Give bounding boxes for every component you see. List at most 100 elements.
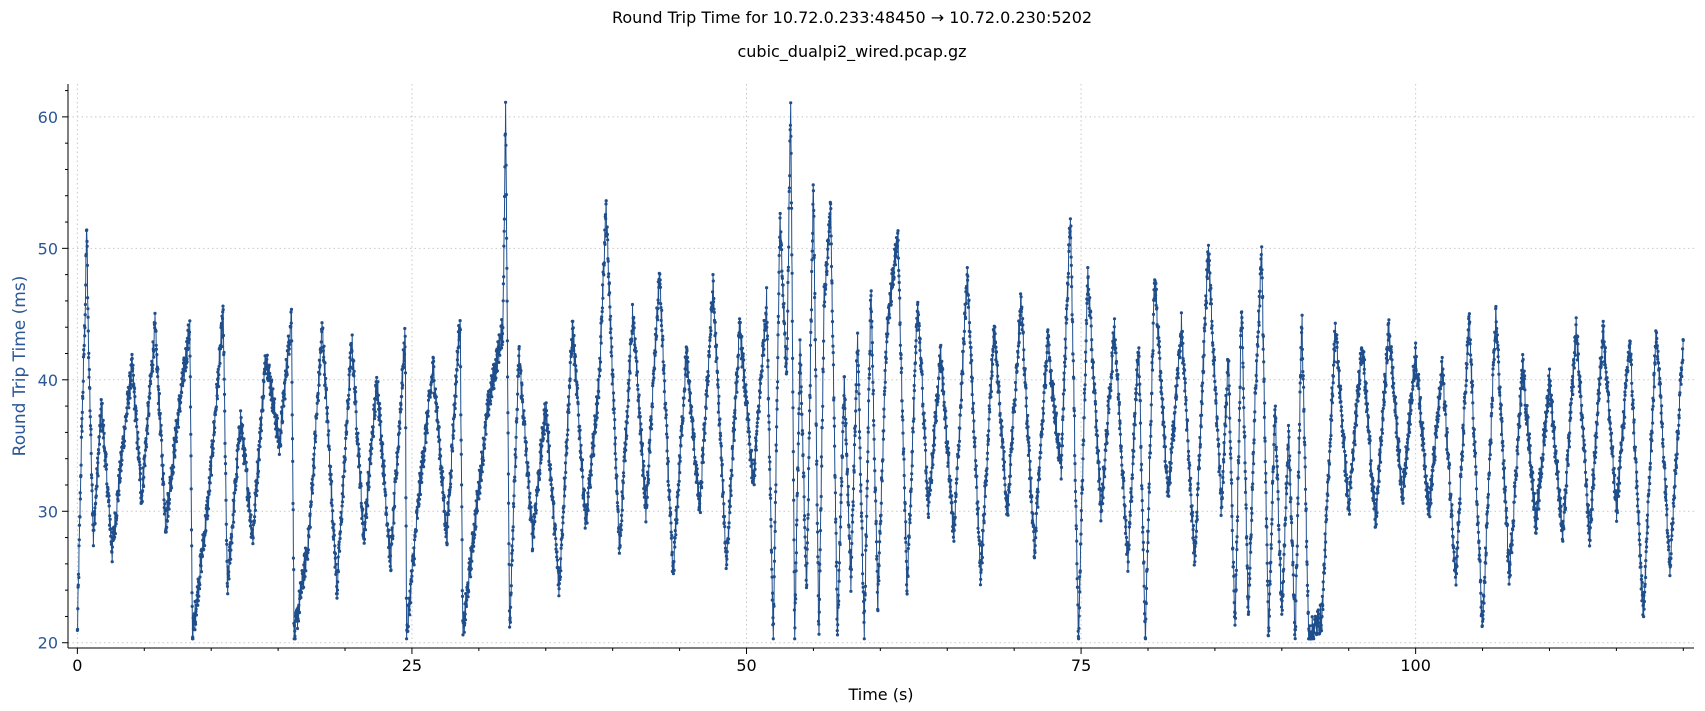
rtt-point xyxy=(844,421,848,425)
rtt-point xyxy=(400,395,404,399)
rtt-point xyxy=(649,415,653,419)
rtt-point xyxy=(1204,294,1208,298)
rtt-point xyxy=(117,474,121,478)
rtt-point xyxy=(942,400,946,404)
rtt-point xyxy=(365,498,369,502)
rtt-point xyxy=(399,403,403,407)
rtt-point xyxy=(903,508,907,513)
rtt-point xyxy=(448,485,452,489)
rtt-point xyxy=(1149,423,1153,427)
rtt-point xyxy=(1190,519,1194,523)
rtt-point xyxy=(765,320,769,324)
rtt-point xyxy=(395,455,399,459)
rtt-point xyxy=(520,394,524,398)
rtt-point xyxy=(107,494,111,498)
rtt-point xyxy=(94,487,98,491)
rtt-point xyxy=(517,347,521,351)
rtt-point xyxy=(767,414,771,418)
rtt-point xyxy=(893,263,898,267)
rtt-point xyxy=(312,466,316,470)
rtt-point xyxy=(451,433,455,438)
rtt-point xyxy=(1237,406,1242,410)
rtt-point xyxy=(620,513,624,518)
rtt-point xyxy=(1162,425,1166,429)
rtt-point xyxy=(823,292,827,296)
rtt-point xyxy=(841,421,845,425)
rtt-point xyxy=(833,444,837,448)
rtt-point xyxy=(1158,374,1162,378)
rtt-point xyxy=(891,283,895,287)
rtt-point xyxy=(1117,400,1121,405)
rtt-point xyxy=(1109,382,1113,386)
rtt-point xyxy=(997,380,1001,384)
rtt-point xyxy=(465,598,469,602)
rtt-point xyxy=(1003,476,1007,480)
rtt-point xyxy=(1161,397,1165,401)
rtt-point xyxy=(659,302,663,306)
rtt-point xyxy=(961,337,966,341)
rtt-point xyxy=(510,563,514,567)
rtt-point xyxy=(815,521,819,526)
rtt-point xyxy=(914,351,918,355)
rtt-point xyxy=(1219,487,1223,491)
rtt-point xyxy=(152,349,156,353)
rtt-point xyxy=(616,509,620,514)
rtt-point xyxy=(604,217,608,221)
rtt-point xyxy=(912,417,916,421)
rtt-point xyxy=(829,264,834,269)
rtt-point xyxy=(688,391,693,395)
rtt-point xyxy=(1256,344,1260,348)
rtt-point xyxy=(481,462,485,467)
rtt-point xyxy=(664,408,668,412)
rtt-point xyxy=(801,453,805,457)
rtt-point xyxy=(447,509,451,513)
rtt-point xyxy=(795,518,799,522)
rtt-point xyxy=(1134,398,1138,402)
rtt-point xyxy=(676,493,680,497)
rtt-point xyxy=(348,356,352,360)
rtt-point xyxy=(1131,455,1135,459)
rtt-point xyxy=(878,531,882,535)
rtt-point xyxy=(617,525,621,529)
rtt-point xyxy=(1215,424,1219,428)
rtt-point xyxy=(999,433,1004,437)
rtt-point xyxy=(747,418,751,422)
rtt-point xyxy=(791,478,796,482)
rtt-point xyxy=(321,349,325,353)
rtt-point xyxy=(815,462,819,466)
rtt-point xyxy=(929,470,933,474)
rtt-point xyxy=(1195,514,1199,518)
rtt-point xyxy=(1228,430,1232,434)
rtt-point xyxy=(814,374,818,378)
rtt-point xyxy=(1274,445,1278,449)
rtt-point xyxy=(162,498,166,502)
rtt-point xyxy=(468,572,472,576)
rtt-point xyxy=(1063,337,1067,341)
rtt-point xyxy=(430,376,434,380)
rtt-point xyxy=(233,488,238,492)
rtt-point xyxy=(1047,343,1051,347)
rtt-point xyxy=(255,460,259,464)
rtt-point xyxy=(1073,454,1077,458)
rtt-point xyxy=(1057,432,1061,436)
rtt-point xyxy=(345,430,349,434)
rtt-point xyxy=(880,469,884,473)
rtt-point xyxy=(865,494,869,498)
rtt-point xyxy=(822,339,826,343)
rtt-point xyxy=(1237,461,1241,465)
rtt-point xyxy=(678,471,682,475)
rtt-point xyxy=(80,410,84,414)
rtt-point xyxy=(543,422,547,426)
rtt-point xyxy=(95,484,99,488)
rtt-point xyxy=(345,419,349,423)
rtt-point xyxy=(90,483,94,487)
rtt-point xyxy=(828,219,832,224)
rtt-point xyxy=(1095,446,1099,450)
rtt-point xyxy=(815,459,819,463)
rtt-point xyxy=(77,575,81,580)
rtt-point xyxy=(1127,547,1131,551)
rtt-point xyxy=(853,434,857,438)
rtt-point xyxy=(335,596,339,600)
rtt-point xyxy=(1255,353,1259,357)
rtt-point xyxy=(1172,438,1176,442)
